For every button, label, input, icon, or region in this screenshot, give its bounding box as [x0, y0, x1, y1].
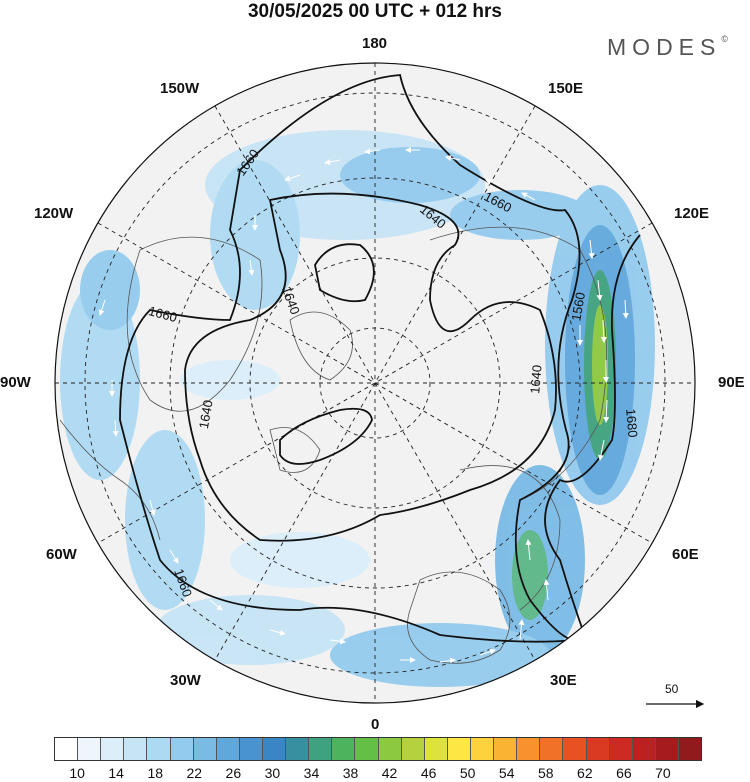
colorbar-swatch	[517, 738, 541, 760]
colorbar-tick-label: 62	[577, 765, 593, 781]
colorbar-tick-label: 58	[537, 765, 554, 781]
colorbar-tick-label: 18	[147, 765, 164, 781]
colorbar-ticks: 10 14 18 22 26 30 34 38 42 46 50 54 58 62 66 70	[54, 765, 702, 781]
colorbar-swatch	[193, 738, 217, 760]
colorbar-swatch	[540, 738, 564, 760]
lon-label-120e: 120E	[674, 205, 710, 222]
colorbar-tick-label: 42	[381, 765, 398, 781]
colorbar-swatch	[401, 738, 425, 760]
map-title: 30/05/2025 00 UTC + 012 hrs	[247, 1, 503, 22]
contour-1640-low-2	[279, 407, 373, 465]
wind-speed-shading	[60, 130, 655, 687]
lon-label-60e: 60E	[672, 546, 699, 563]
colorbar-swatch	[655, 738, 679, 760]
lon-label-60w: 60W	[46, 546, 77, 563]
colorbar-swatch	[216, 738, 240, 760]
colorbar-tick-label: 10	[69, 765, 85, 781]
map-boundary	[54, 62, 696, 704]
coastlines	[59, 226, 608, 664]
colorbar-swatch	[678, 738, 702, 760]
lon-label-30e: 30E	[550, 672, 577, 689]
colorbar-swatch	[55, 738, 79, 760]
lon-label-150e: 150E	[548, 80, 584, 97]
colorbar-swatch	[563, 738, 587, 760]
colorbar-swatch	[124, 738, 148, 760]
colorbar-swatch	[286, 738, 310, 760]
colorbar-swatch	[494, 738, 518, 760]
colorbar-tick-label: 54	[498, 765, 515, 781]
colorbar-swatch	[470, 738, 495, 760]
colorbar-tick-label: 50	[459, 765, 476, 781]
wind-scale-label: 50	[665, 682, 679, 696]
contour-label: 1640	[196, 399, 216, 430]
lon-label-180: 180	[362, 35, 388, 52]
contour-1660-outer	[119, 74, 581, 643]
colorbar-swatch	[609, 738, 633, 760]
colorbar-swatch	[101, 738, 125, 760]
colorbar-swatch	[332, 738, 356, 760]
height-contours	[119, 74, 641, 651]
colorbar-tick-label: 34	[303, 765, 320, 781]
colorbar-tick-label: 38	[342, 765, 359, 781]
colorbar-swatch	[632, 738, 656, 760]
colorbar-swatch	[447, 738, 471, 760]
lon-label-90w: 90W	[0, 374, 31, 391]
colorbar-swatch	[586, 738, 610, 760]
colorbar-tick-label: 30	[264, 765, 281, 781]
wind-vectors	[98, 147, 629, 664]
colorbar-swatch	[355, 738, 379, 760]
lon-label-30w: 30W	[170, 672, 201, 689]
colorbar-swatch	[147, 738, 171, 760]
contour-1640-low-1	[314, 243, 375, 303]
contour-label: 1680	[623, 408, 640, 438]
colorbar-tick-label: 66	[616, 765, 632, 781]
lon-label-150w: 150W	[160, 80, 200, 97]
contour-label: 1560	[568, 291, 588, 322]
colorbar-tick-label: 46	[420, 765, 437, 781]
colorbar-swatch	[309, 738, 333, 760]
contour-1640-inner	[184, 192, 557, 542]
colorbar-swatch	[239, 738, 263, 760]
contour-label: 1660	[147, 303, 179, 325]
colorbar-swatch	[378, 738, 402, 760]
colorbar-swatch	[262, 738, 287, 760]
colorbar-swatch	[78, 738, 102, 760]
colorbar	[54, 737, 702, 761]
lon-label-0: 0	[371, 716, 380, 733]
brand-logo: MODES©	[607, 34, 728, 60]
colorbar-tick-label: 26	[225, 765, 242, 781]
colorbar-tick-label: 14	[108, 765, 124, 781]
graticule	[55, 63, 695, 703]
colorbar-swatch	[424, 738, 448, 760]
colorbar-tick-label: 22	[186, 765, 203, 781]
colorbar-tick-label: 70	[655, 765, 671, 781]
colorbar-swatch	[170, 738, 194, 760]
lon-label-90e: 90E	[718, 374, 745, 391]
contour-1680-east	[544, 234, 641, 651]
lon-label-120w: 120W	[34, 205, 74, 222]
contour-label: 1640	[527, 364, 544, 394]
map-disk: 1660 1640 1660 1560 1640 1660 1640 1640 …	[55, 63, 695, 703]
